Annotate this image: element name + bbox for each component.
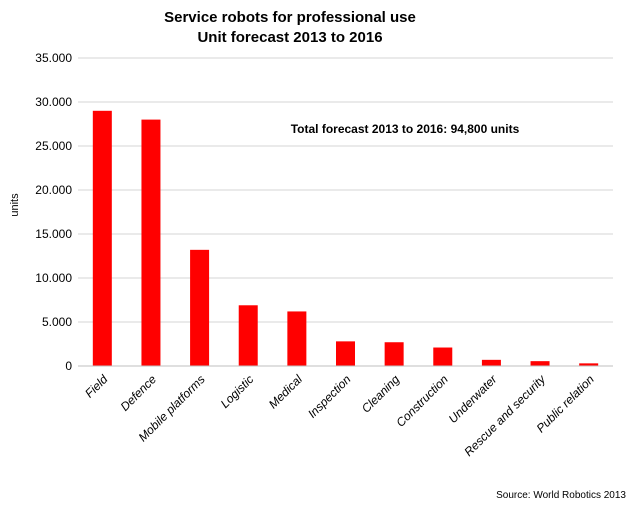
bar-mobile-platforms [190,249,210,366]
y-tick-label: 35.000 [35,51,72,65]
y-axis-label: units [9,193,21,217]
bar-defence [141,119,161,366]
bars [92,110,599,366]
y-tick-label: 25.000 [35,139,72,153]
y-tick-label: 5.000 [42,315,72,329]
x-tick-label: Rescue and security [461,372,548,459]
x-tick-label: Field [82,372,111,401]
source-note: Source: World Robotics 2013 [496,490,626,501]
x-tick-label: Construction [393,372,451,430]
bar-underwater [481,359,501,366]
y-tick-label: 10.000 [35,271,72,285]
bar-medical [287,311,307,366]
x-tick-label: Inspection [305,372,354,421]
y-tick-label: 30.000 [35,95,72,109]
y-tick-labels: 0 5.000 10.000 15.000 20.000 25.000 30.000 35.0… [35,51,72,373]
bar-field [92,110,112,366]
bar-cleaning [384,342,404,366]
y-tick-label: 20.000 [35,183,72,197]
y-tick-label: 15.000 [35,227,72,241]
bar-construction [433,347,453,366]
x-tick-label: Cleaning [359,372,403,416]
x-tick-label: Defence [118,372,160,414]
bar-rescue-and-security [530,361,550,366]
y-tick-label: 0 [65,359,72,373]
bar-public-relation [579,363,599,366]
gridlines [78,57,613,323]
bar-inspection [336,341,355,366]
chart-title-line-2: Unit forecast 2013 to 2016 [197,29,382,46]
total-annotation: Total forecast 2013 to 2016: 94,800 unit… [291,122,520,136]
bar-logistic [238,305,258,366]
x-tick-label: Medical [266,372,305,411]
x-tick-label: Logistic [218,372,257,411]
chart-title-line-1: Service robots for professional use [164,9,416,26]
